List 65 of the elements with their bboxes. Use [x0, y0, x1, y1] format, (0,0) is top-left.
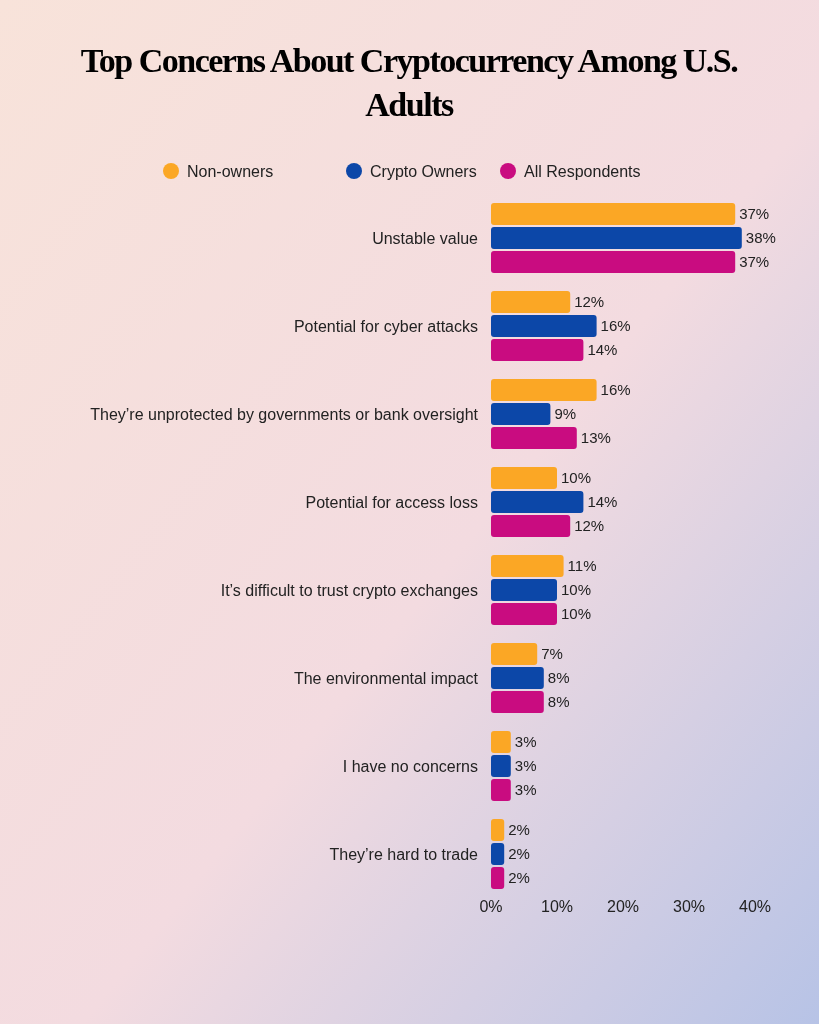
data-label: 14% — [587, 341, 618, 359]
y-tick-label: The environmental impact — [293, 669, 479, 687]
data-label: 8% — [547, 669, 570, 687]
data-label: 2% — [508, 845, 530, 863]
data-label: 38% — [745, 229, 776, 247]
bar — [491, 379, 597, 401]
legend-label: Crypto Owners — [370, 162, 477, 180]
bar — [491, 291, 571, 313]
y-tick-label: They’re hard to trade — [329, 845, 479, 863]
data-label: 9% — [554, 405, 577, 423]
y-tick-label: Potential for cyber attacks — [293, 317, 478, 335]
x-tick-label: 10% — [540, 897, 574, 915]
y-tick-label: Potential for access loss — [305, 493, 478, 511]
data-label: 10% — [561, 469, 592, 487]
y-tick-label: They’re unprotected by governments or bank oversight — [90, 405, 479, 423]
y-tick-label: It’s difficult to trust crypto exchanges — [220, 581, 478, 599]
data-label: 13% — [580, 429, 611, 447]
bar — [491, 203, 736, 225]
data-label: 2% — [508, 821, 530, 839]
y-tick-label: I have no concerns — [342, 757, 478, 775]
data-label: 12% — [574, 517, 605, 535]
data-label: 37% — [739, 253, 770, 271]
bar — [491, 867, 505, 889]
bar — [491, 555, 564, 577]
bar — [491, 315, 597, 337]
legend-label: All Respondents — [524, 162, 641, 180]
bar — [491, 843, 505, 865]
data-label: 11% — [567, 557, 597, 575]
bar — [491, 603, 557, 625]
x-tick-label: 0% — [479, 897, 503, 915]
chart-title: Top Concerns About Cryptocurrency Among U.S. Adults — [80, 42, 738, 123]
bar — [491, 515, 571, 537]
data-label: 2% — [508, 869, 530, 887]
data-label: 12% — [574, 293, 605, 311]
bar — [491, 427, 577, 449]
bar — [491, 579, 557, 601]
legend-label: Non-owners — [187, 162, 274, 180]
data-label: 10% — [561, 581, 592, 599]
bar — [491, 491, 584, 513]
data-label: 3% — [514, 781, 537, 799]
bar — [491, 667, 544, 689]
data-label: 3% — [514, 757, 537, 775]
y-tick-label: Unstable value — [372, 229, 479, 247]
bar — [491, 251, 736, 273]
bar — [491, 339, 584, 361]
bar — [491, 467, 557, 489]
bar — [491, 643, 538, 665]
data-label: 8% — [547, 693, 570, 711]
x-tick-label: 40% — [738, 897, 772, 915]
x-tick-label: 30% — [672, 897, 706, 915]
bar — [491, 779, 511, 801]
bar — [491, 731, 511, 753]
data-label: 7% — [541, 645, 563, 663]
bar — [491, 691, 544, 713]
x-tick-label: 20% — [606, 897, 640, 915]
data-label: 16% — [600, 317, 631, 335]
data-label: 16% — [600, 381, 631, 399]
data-label: 14% — [587, 493, 618, 511]
bar — [491, 819, 505, 841]
data-label: 10% — [561, 605, 592, 623]
bar — [491, 227, 742, 249]
bar — [491, 403, 551, 425]
data-label: 3% — [514, 733, 537, 751]
bar — [491, 755, 511, 777]
data-label: 37% — [739, 205, 770, 223]
